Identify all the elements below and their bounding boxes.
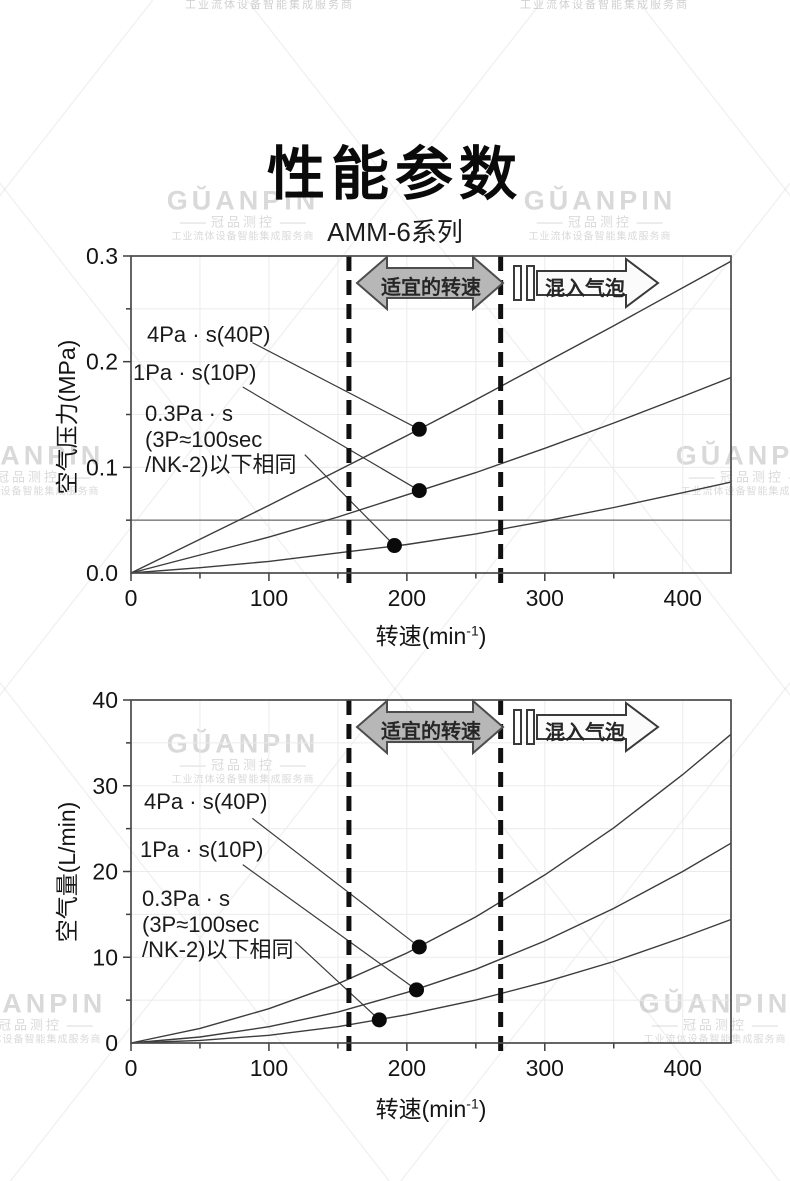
y-tick-label: 0.2 [86, 349, 118, 375]
y-tick-label: 0 [105, 1030, 118, 1056]
series-curve [130, 733, 732, 1044]
series-marker-dot [411, 939, 427, 955]
y-tick-label: 10 [92, 944, 118, 970]
curve-label-03pas: 0.3Pa · s (3P≈100sec /NK-2)以下相同 [142, 886, 294, 962]
page-title: 性能参数 [266, 141, 523, 207]
chart1-annotations [130, 254, 732, 574]
curve-label-4pas: 4Pa · s(40P) [144, 789, 268, 814]
series-curve [130, 918, 732, 1044]
label-leader-line [252, 817, 420, 948]
series-marker-dot [409, 982, 425, 998]
label-leader-line [294, 941, 380, 1021]
chart1-x-axis-title: 转速(min-1) [375, 622, 487, 649]
suitable-speed-label: 适宜的转速 [381, 277, 481, 299]
x-tick-label: 400 [664, 1055, 702, 1081]
bubble-mix-label: 混入气泡 [545, 722, 625, 744]
chart1-plot: 0 100 200 300 400 0.0 0.1 0.2 0.3 [86, 243, 732, 611]
break-bars-icon [513, 709, 522, 745]
bubble-mix-arrow [536, 257, 660, 309]
chart2-plot: 0 100 200 300 400 0 10 20 30 40 [92, 687, 732, 1081]
x-tick-label: 100 [250, 585, 288, 611]
x-tick-label: 100 [250, 1055, 288, 1081]
bubble-mix-label: 混入气泡 [545, 278, 625, 300]
series-marker-dot [411, 421, 427, 437]
chart1-title: AMM-6系列 [327, 217, 463, 247]
x-tick-label: 300 [526, 1055, 564, 1081]
y-tick-label: 40 [92, 687, 118, 713]
y-tick-label: 0.3 [86, 243, 118, 269]
label-leader-line [242, 864, 417, 991]
x-tick-label: 200 [388, 585, 426, 611]
y-tick-label: 0.1 [86, 454, 118, 480]
series-marker-dot [371, 1012, 387, 1028]
curve-label-03pas: 0.3Pa · s (3P≈100sec /NK-2)以下相同 [145, 401, 297, 477]
label-leader-line [242, 386, 420, 492]
suitable-speed-arrow [355, 254, 505, 312]
series-marker-dot [386, 538, 402, 554]
x-tick-label: 0 [125, 1055, 138, 1081]
break-bars-icon [526, 265, 535, 301]
curve-label-1pas: 1Pa · s(10P) [133, 360, 257, 385]
watermark-tagline-fragment: 工业流体设备智能集成服务商 [520, 0, 689, 11]
y-tick-label: 0.0 [86, 560, 118, 586]
chart2-annotations [130, 698, 732, 1044]
suitable-speed-arrow [355, 698, 505, 756]
x-tick-label: 200 [388, 1055, 426, 1081]
label-leader-line [252, 342, 420, 430]
break-bars-icon [513, 265, 522, 301]
bubble-mix-arrow [536, 701, 660, 753]
suitable-speed-label: 适宜的转速 [381, 721, 481, 743]
chart2-x-axis-title: 转速(min-1) [375, 1095, 487, 1122]
series-marker-dot [411, 483, 427, 499]
chart1-y-axis-title: 空气压力(MPa) [54, 339, 80, 495]
chart2-y-axis-title: 空气量(L/min) [54, 801, 80, 943]
curve-label-4pas: 4Pa · s(40P) [147, 322, 271, 347]
series-curve [130, 376, 732, 574]
x-tick-label: 0 [125, 585, 138, 611]
watermark-tagline-fragment: 工业流体设备智能集成服务商 [185, 0, 354, 11]
break-bars-icon [526, 709, 535, 745]
series-curve [130, 481, 732, 574]
x-tick-label: 400 [664, 585, 702, 611]
series-curve [130, 260, 732, 574]
curve-label-1pas: 1Pa · s(10P) [140, 837, 264, 862]
y-tick-label: 20 [92, 859, 118, 885]
y-tick-label: 30 [92, 773, 118, 799]
series-curve [130, 842, 732, 1044]
x-tick-label: 300 [526, 585, 564, 611]
